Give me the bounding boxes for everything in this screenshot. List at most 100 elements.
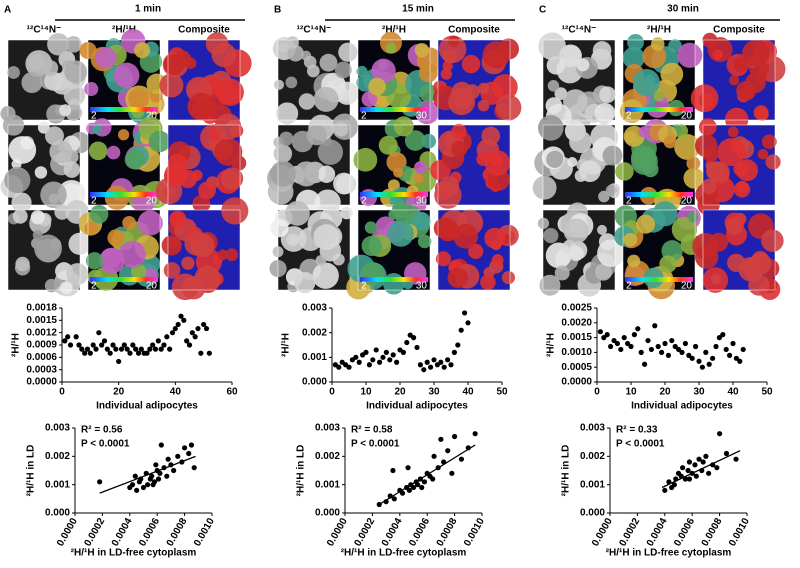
- point: [415, 482, 421, 488]
- point: [655, 343, 661, 350]
- image: [86, 116, 171, 214]
- image: [161, 197, 249, 301]
- point: [383, 349, 389, 355]
- colorbar: [360, 277, 428, 282]
- cell: [334, 61, 352, 79]
- image-frame: [87, 39, 161, 121]
- cell: [417, 234, 432, 249]
- point: [424, 359, 430, 365]
- cell: [597, 239, 625, 268]
- cell: [574, 169, 587, 182]
- y-tick-label: 0.002: [302, 327, 327, 338]
- cell: [627, 33, 644, 51]
- cell: [85, 252, 104, 270]
- cell: [34, 166, 48, 179]
- cell: [364, 221, 378, 234]
- point: [155, 338, 161, 344]
- cell: [465, 84, 480, 100]
- point: [390, 352, 396, 358]
- point: [693, 343, 699, 350]
- x-tick-label: 0.0000: [590, 516, 615, 548]
- y-tick-label: 0.003: [302, 303, 327, 314]
- image: [269, 200, 353, 294]
- cell: [660, 62, 684, 86]
- cell: [338, 42, 358, 62]
- point: [462, 310, 468, 316]
- cell: [313, 86, 339, 112]
- x-tick-label: 0.0000: [55, 516, 80, 548]
- point: [445, 357, 451, 363]
- cell: [216, 78, 244, 107]
- point: [336, 364, 342, 370]
- cell: [546, 56, 566, 75]
- panel-title: 15 min: [402, 4, 434, 15]
- cell: [286, 36, 299, 49]
- cell: [84, 82, 99, 97]
- image-frame: [7, 124, 81, 206]
- cell: [294, 271, 316, 294]
- cell: [65, 36, 82, 53]
- cell: [703, 147, 719, 163]
- point: [723, 450, 730, 457]
- point: [165, 456, 171, 462]
- point: [182, 445, 188, 451]
- point: [400, 349, 406, 355]
- point: [116, 358, 122, 365]
- image: [0, 33, 88, 124]
- image-frame: [437, 124, 511, 206]
- x-tick-label: 0.0004: [645, 516, 670, 548]
- x-tick-label: 0.0008: [165, 516, 190, 548]
- point: [153, 462, 159, 468]
- colorbar: [90, 107, 158, 112]
- cell: [163, 166, 182, 185]
- cell: [686, 156, 701, 171]
- colorbar: [90, 277, 158, 282]
- cell: [717, 138, 746, 167]
- cell: [306, 124, 328, 146]
- cell: [217, 249, 229, 261]
- point: [676, 346, 682, 353]
- point: [157, 470, 163, 476]
- point: [730, 340, 736, 347]
- colorbar-label: 20: [146, 196, 158, 207]
- cell: [306, 64, 320, 78]
- y-tick-label: 0.0018: [26, 303, 57, 314]
- colorbar: [625, 277, 693, 282]
- cell: [21, 72, 43, 94]
- y-tick-label: 0.001: [302, 352, 327, 363]
- point: [714, 465, 720, 471]
- annotation: R² = 0.33: [616, 425, 658, 436]
- point: [689, 470, 695, 476]
- cell: [736, 80, 757, 101]
- cell: [477, 99, 490, 112]
- point: [161, 342, 167, 348]
- point: [652, 323, 658, 329]
- cell: [615, 162, 634, 181]
- image-frame: [277, 124, 351, 206]
- cell: [319, 53, 338, 72]
- image: [79, 28, 168, 124]
- point: [597, 329, 604, 335]
- point: [203, 325, 210, 332]
- y-tick-label: 0.000: [302, 377, 327, 388]
- colorbar: [360, 192, 428, 197]
- x-tick-label: 40: [170, 387, 182, 398]
- cell: [663, 135, 677, 149]
- cell: [563, 89, 588, 114]
- point: [181, 317, 187, 323]
- image-frame: [167, 39, 241, 121]
- x-tick-label: 50: [761, 387, 773, 398]
- x-tick-label: 0.0006: [407, 516, 432, 548]
- cell: [220, 167, 244, 190]
- point: [363, 349, 369, 355]
- point: [710, 355, 716, 361]
- colorbar-label: 2: [626, 281, 632, 292]
- point: [472, 431, 478, 437]
- x-tick-label: 0: [59, 387, 65, 398]
- x-tick-label: 60: [226, 387, 238, 398]
- panel-letter: C: [539, 5, 546, 16]
- cell: [702, 32, 718, 48]
- cell: [674, 133, 700, 160]
- x-tick-label: 0.0008: [700, 516, 725, 548]
- point: [720, 332, 726, 338]
